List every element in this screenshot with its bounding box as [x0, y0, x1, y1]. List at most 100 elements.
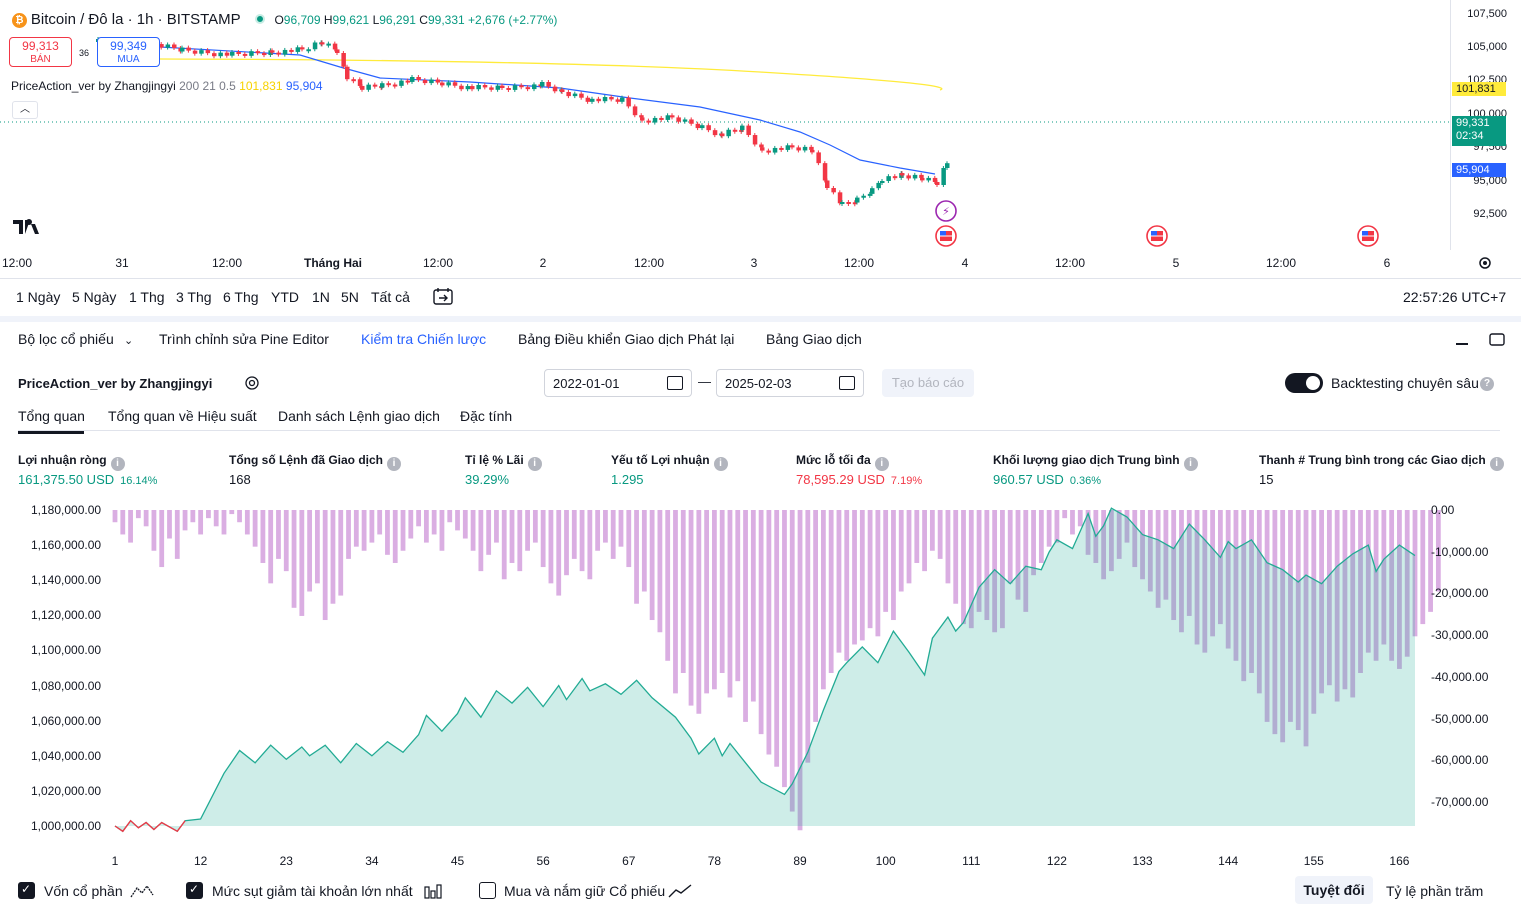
drawdown-bar	[1404, 510, 1410, 657]
strategy-tab[interactable]: Danh sách Lệnh giao dịch	[278, 408, 440, 424]
time-axis-label: 6	[1383, 256, 1391, 270]
collapse-legend-button[interactable]: ︿	[12, 101, 38, 119]
chart-settings-icon[interactable]	[1476, 254, 1494, 272]
chevron-down-icon[interactable]: ⌄	[124, 335, 134, 347]
drawdown-bar	[494, 510, 499, 543]
svg-text:⚡: ⚡	[942, 205, 950, 218]
timeframe-button[interactable]: 5 Ngày	[72, 289, 117, 305]
candle-body	[935, 182, 940, 185]
indicator-legend[interactable]: PriceAction_ver by Zhangjingyi 200 21 0.…	[11, 79, 323, 93]
info-icon[interactable]: i	[110, 457, 125, 471]
timeframe-button[interactable]: 5N	[341, 289, 359, 305]
panel-tab[interactable]: Kiểm tra Chiến lược	[361, 331, 487, 347]
drawdown-bar	[649, 510, 655, 621]
calendar-icon[interactable]	[839, 376, 855, 390]
timeframe-button[interactable]: Tất cả	[371, 289, 410, 305]
buy-price: 99,349	[110, 39, 147, 53]
candle-body	[459, 85, 464, 90]
utc-clock[interactable]: 22:57:26 UTC+7	[1403, 289, 1507, 305]
buy-hold-checkbox[interactable]	[479, 882, 496, 899]
info-icon[interactable]: i	[874, 457, 889, 471]
calendar-icon[interactable]	[667, 376, 683, 390]
maximize-panel-icon[interactable]	[1488, 330, 1506, 348]
event-economic-icon[interactable]	[1146, 225, 1168, 247]
candle-body	[159, 44, 164, 48]
event-economic-icon[interactable]	[935, 225, 957, 247]
buy-button[interactable]: 99,349 MUA	[97, 37, 160, 67]
panel-tab[interactable]: Trình chỉnh sửa Pine Editor	[159, 331, 329, 347]
drawdown-bar	[571, 510, 577, 559]
drawdown-bar	[1046, 510, 1052, 547]
timeframe-button[interactable]: 3 Thg	[176, 289, 212, 305]
drawdown-legend-label: Mức sụt giảm tài khoản lớn nhất	[212, 883, 413, 899]
event-economic-icon[interactable]	[1357, 225, 1379, 247]
candle-body	[766, 150, 771, 153]
strategy-tab[interactable]: Tổng quan	[18, 408, 85, 424]
generate-report-button[interactable]: Tạo báo cáo	[882, 369, 974, 397]
drawdown-checkbox[interactable]: ✓	[186, 882, 203, 899]
timeframe-button[interactable]: 6 Thg	[223, 289, 259, 305]
price-chart-pane[interactable]: ⚡ ₿ Bitcoin / Đô la · 1h · BITSTAMP O96,…	[0, 0, 1521, 278]
candle-body	[205, 50, 211, 54]
panel-tab[interactable]: Bảng Điều khiển Giao dịch Phát lại	[518, 331, 735, 347]
candle-body	[295, 47, 301, 52]
timeframe-button[interactable]: 1 Thg	[129, 289, 165, 305]
metric-value-text: 168	[229, 472, 251, 487]
sell-button[interactable]: 99,313 BÁN	[9, 37, 72, 67]
candle-body	[712, 130, 718, 136]
date-to-input[interactable]: 2025-02-03	[716, 369, 864, 397]
timeframe-button[interactable]: YTD	[271, 289, 299, 305]
drawdown-bar	[1303, 510, 1309, 747]
drawdown-bar	[1397, 510, 1402, 669]
goto-date-icon[interactable]	[433, 287, 453, 308]
percent-button[interactable]: Tỷ lệ phần trăm	[1386, 883, 1484, 899]
date-from-input[interactable]: 2022-01-01	[544, 369, 692, 397]
candle-body	[779, 147, 784, 150]
candle-body	[236, 52, 241, 54]
metric-label-text: Lợi nhuận ròng	[18, 453, 107, 467]
candle-body	[440, 82, 445, 86]
info-icon[interactable]: i	[1489, 457, 1504, 471]
timeframe-button[interactable]: 1 Ngày	[16, 289, 61, 305]
trade-number-label: 34	[365, 854, 379, 868]
strategy-tab[interactable]: Đặc tính	[460, 408, 513, 424]
metric-value-text: 960.57 USD	[993, 472, 1064, 487]
candle-body	[700, 125, 705, 129]
candle-body	[320, 42, 325, 45]
panel-tab[interactable]: Bảng Giao dịch	[766, 331, 862, 347]
panel-tab[interactable]: Bộ lọc cổ phiếu	[18, 331, 114, 347]
absolute-button[interactable]: Tuyệt đối	[1295, 876, 1373, 904]
candle-body	[706, 125, 711, 131]
panel-separator[interactable]	[0, 316, 1521, 322]
drawdown-bar	[1264, 510, 1270, 722]
time-axis-label: 12:00	[1, 256, 33, 270]
deep-backtest-toggle[interactable]	[1285, 373, 1323, 393]
equity-drawdown-chart[interactable]	[0, 497, 1521, 872]
info-icon[interactable]: i	[713, 457, 728, 471]
candle-body	[822, 163, 828, 181]
event-lightning-icon[interactable]: ⚡	[935, 200, 957, 222]
time-axis[interactable]: 12:00 31 12:00 Tháng Hai 12:00 2 12:00 3 12:00 4 1…	[0, 250, 1450, 278]
strategy-settings-icon[interactable]	[243, 374, 261, 392]
drawdown-bar	[486, 510, 492, 555]
candle-body	[852, 202, 858, 205]
trade-number-label: 100	[875, 854, 896, 868]
symbol-title[interactable]: Bitcoin / Đô la · 1h · BITSTAMP	[30, 11, 241, 28]
minimize-panel-icon[interactable]	[1454, 333, 1470, 349]
timeframe-button[interactable]: 1N	[312, 289, 330, 305]
info-icon[interactable]: i	[387, 457, 402, 471]
trade-number-label: 89	[793, 854, 807, 868]
trade-number-label: 78	[707, 854, 722, 868]
drawdown-bar	[618, 510, 624, 547]
metric-value: 15	[1259, 472, 1273, 487]
help-icon[interactable]: ?	[1480, 377, 1494, 391]
candle-body	[932, 177, 938, 183]
info-icon[interactable]: i	[1183, 457, 1198, 471]
info-icon[interactable]: i	[527, 457, 542, 471]
strategy-tab[interactable]: Tổng quan về Hiệu suất	[108, 408, 257, 424]
equity-checkbox[interactable]: ✓	[18, 882, 35, 899]
drawdown-bar	[906, 510, 912, 584]
time-axis-label: 12:00	[211, 256, 243, 270]
candlestick-chart[interactable]: ⚡	[0, 0, 1450, 250]
equity-axis-label: 1,020,000.00	[31, 783, 102, 798]
